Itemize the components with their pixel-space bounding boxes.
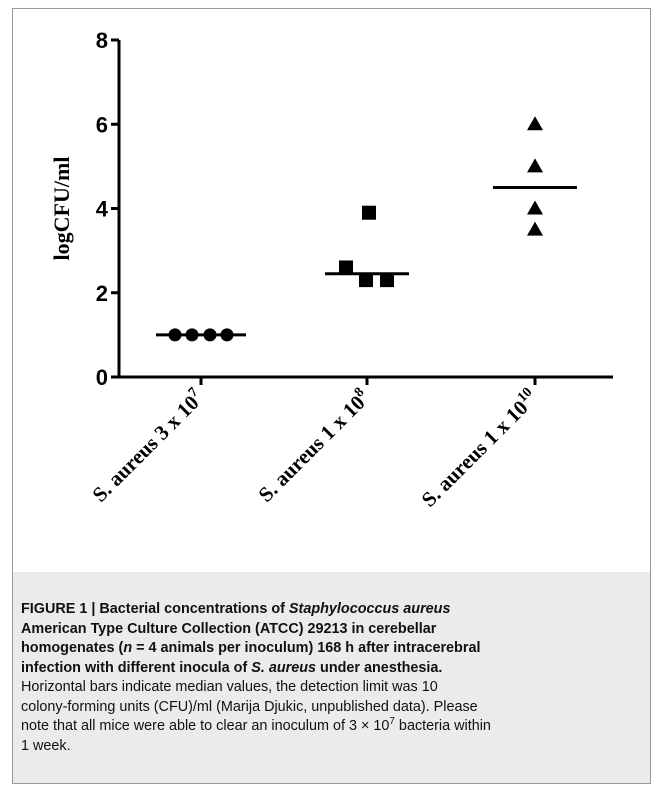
caption-title: FIGURE 1 | Bacterial concentrations of S… [21,600,642,678]
data-point-triangle [527,221,543,236]
data-point-square [362,205,376,220]
caption-line: homogenates (n = 4 animals per inoculum)… [21,640,481,656]
data-point-triangle [527,116,543,131]
x-category-label: S. aureus 1 x 108 [253,385,375,507]
figure-caption: FIGURE 1 | Bacterial concentrations of S… [13,572,650,783]
caption-line: American Type Culture Collection (ATCC) … [21,620,437,637]
caption-body: Horizontal bars indicate median values, … [21,678,642,756]
axis-labels: 0 2 4 6 8 logCFU/ml S. aureus 3 x 107 S. aureus… [49,28,543,512]
y-tick-label: 8 [96,28,108,53]
caption-line: Horizontal bars indicate median values, … [21,679,438,695]
data-point-square [359,273,373,288]
chart: 0 2 4 6 8 logCFU/ml S. aureus 3 x 107 S. aureus… [49,28,613,512]
caption-line: colony-forming units (CFU)/ml (Marija Dj… [21,698,478,715]
axes [111,38,613,385]
x-category-label: S. aureus 3 x 107 [87,385,209,507]
data-point-square [339,260,353,275]
y-axis-label: logCFU/ml [49,157,74,261]
data-point-triangle [527,158,543,173]
caption-line: 1 week. [21,737,71,754]
figure-frame: 0 2 4 6 8 logCFU/ml S. aureus 3 x 107 S. aureus… [12,8,651,784]
caption-line: infection with different inocula of S. a… [21,659,443,676]
caption-line: note that all mice were able to clear an… [21,716,491,735]
y-tick-label: 0 [96,365,108,390]
data-point-square [380,273,394,288]
caption-line: FIGURE 1 | Bacterial concentrations of S… [21,601,451,617]
y-tick-label: 2 [96,281,108,306]
chart-marks [156,116,577,342]
y-tick-label: 6 [96,112,108,137]
data-point-triangle [527,200,543,215]
y-tick-label: 4 [96,197,109,222]
x-category-label: S. aureus 1 x 1010 [416,385,543,512]
